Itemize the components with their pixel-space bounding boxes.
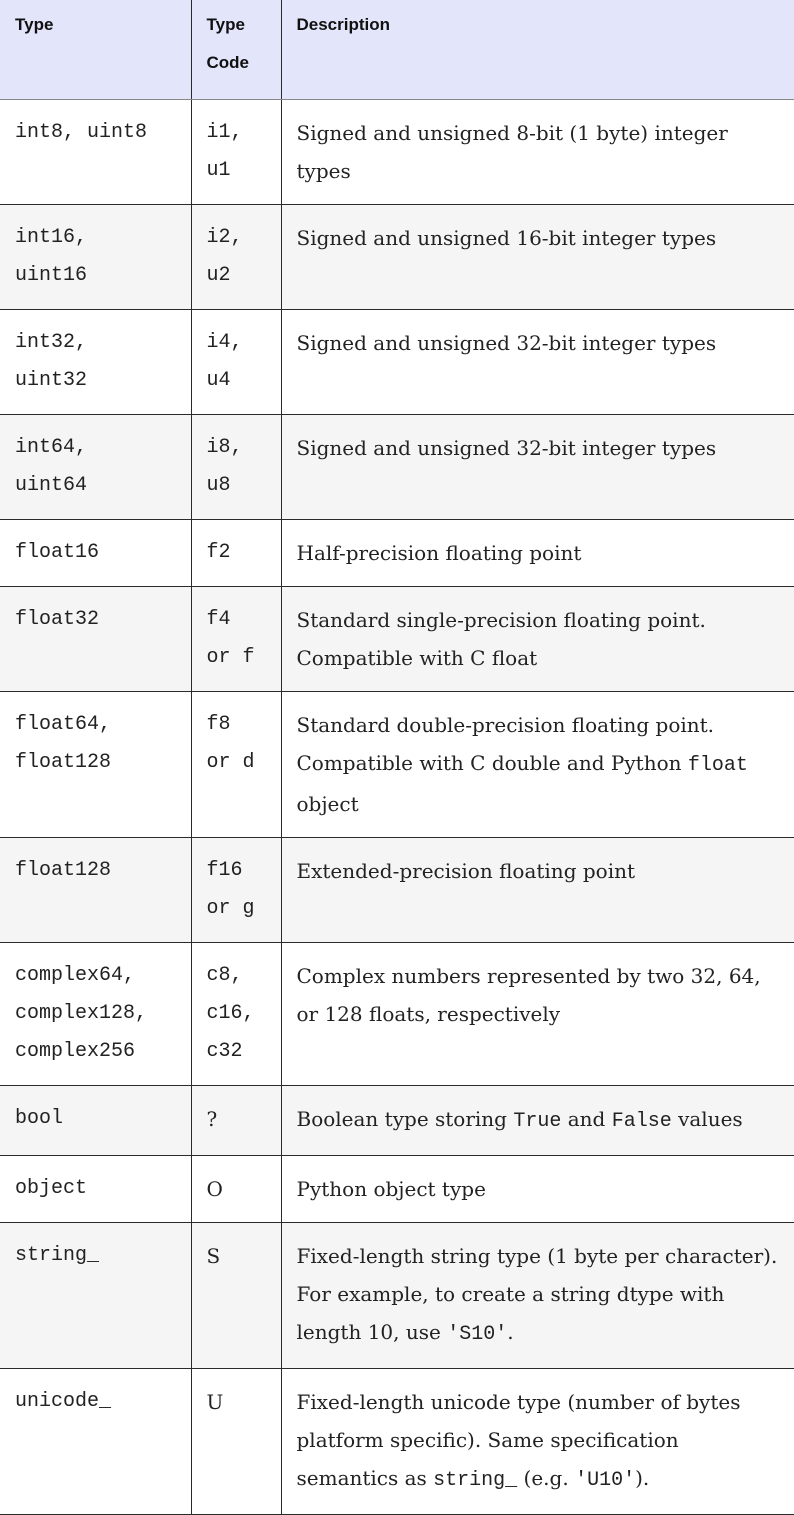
type-code-cell: c8, c16, c32 xyxy=(190,942,281,1085)
table-row: unicode_ U Fixed-length unicode type (numb… xyxy=(0,1368,794,1514)
description-text: Standard double-precision floating point… xyxy=(296,712,715,775)
type-code-cell: f4 or f xyxy=(190,586,281,691)
type-cell: complex64, complex128, complex256 xyxy=(15,963,148,1063)
table-row: float128 f16 or g Extended-precision float… xyxy=(0,837,794,942)
type-cell: int64, uint64 xyxy=(15,435,88,497)
description-cell: Half-precision floating point xyxy=(280,519,794,586)
description-cell: Signed and unsigned 8-bit (1 byte) integ… xyxy=(280,99,794,204)
description-cell: Python object type xyxy=(280,1155,794,1222)
table-row: float32 f4 or f Standard single-precision … xyxy=(0,586,794,691)
type-cell: float16 xyxy=(15,540,100,564)
description-text: Fixed-length unicode type (number of byt… xyxy=(296,1389,741,1490)
description-text: object xyxy=(296,791,359,816)
inline-code: 'U10' xyxy=(575,1468,636,1492)
description-cell: Standard single-precision floating point… xyxy=(280,586,794,691)
description-text: Extended-precision floating point xyxy=(296,858,636,883)
type-code-cell: O xyxy=(190,1155,281,1222)
inline-code: string_ xyxy=(433,1468,518,1492)
type-code-cell: S xyxy=(190,1222,281,1368)
table-row: int16, uint16 i2, u2 Signed and unsigned 1… xyxy=(0,204,794,309)
description-cell: Signed and unsigned 16-bit integer types xyxy=(280,204,794,309)
description-text: ). xyxy=(635,1465,650,1490)
table-row: float16 f2 Half-precision floating point xyxy=(0,519,794,586)
type-code-cell: U xyxy=(190,1368,281,1514)
type-cell: int8, uint8 xyxy=(15,120,148,144)
description-text: . xyxy=(507,1319,514,1344)
type-cell: bool xyxy=(15,1106,64,1130)
header-row: Type Type Code Description xyxy=(0,0,794,100)
type-cell: unicode_ xyxy=(15,1389,112,1413)
type-code-cell: f2 xyxy=(190,519,281,586)
description-cell: Signed and unsigned 32-bit integer types xyxy=(280,309,794,414)
description-text: and xyxy=(561,1106,612,1131)
description-text: Python object type xyxy=(296,1176,486,1201)
type-code-cell: i1, u1 xyxy=(190,99,281,204)
type-cell: string_ xyxy=(15,1243,100,1267)
type-code-cell: f8 or d xyxy=(190,691,281,837)
table-row: int64, uint64 i8, u8 Signed and unsigned 3… xyxy=(0,414,794,519)
description-text: Fixed-length string type (1 byte per cha… xyxy=(296,1243,778,1344)
type-cell: float32 xyxy=(15,607,100,631)
description-text: Signed and unsigned 16-bit integer types xyxy=(296,225,717,250)
type-code-cell: ? xyxy=(190,1085,281,1155)
description-text: Signed and unsigned 32-bit integer types xyxy=(296,435,717,460)
type-cell: object xyxy=(15,1176,88,1200)
table-row: object O Python object type xyxy=(0,1155,794,1222)
description-cell: Complex numbers represented by two 32, 6… xyxy=(280,942,794,1085)
inline-code: True xyxy=(513,1109,562,1133)
type-code-cell: i8, u8 xyxy=(190,414,281,519)
description-text: Signed and unsigned 32-bit integer types xyxy=(296,330,717,355)
inline-code: 'S10' xyxy=(447,1322,508,1346)
table-row: int8, uint8 i1, u1 Signed and unsigned 8-b… xyxy=(0,99,794,204)
header-type-label: Type xyxy=(15,15,54,34)
table-row: float64, float128 f8 or d Standard double-… xyxy=(0,691,794,837)
type-cell: float128 xyxy=(15,858,112,882)
description-text: Boolean type storing xyxy=(296,1106,514,1131)
header-description-label: Description xyxy=(296,15,391,34)
header-type-code-line2: Code xyxy=(206,53,250,72)
table-row: complex64, complex128, complex256 c8, c16… xyxy=(0,942,794,1085)
type-code-cell: f16 or g xyxy=(190,837,281,942)
inline-code: float xyxy=(687,753,748,777)
description-cell: Boolean type storing True and False valu… xyxy=(280,1085,794,1155)
table-body: int8, uint8 i1, u1 Signed and unsigned 8-b… xyxy=(0,99,794,1514)
description-cell: Extended-precision floating point xyxy=(280,837,794,942)
type-cell: int32, uint32 xyxy=(15,330,88,392)
table-row: bool? Boolean type storing True and False… xyxy=(0,1085,794,1155)
type-code-cell: i4, u4 xyxy=(190,309,281,414)
description-cell: Fixed-length string type (1 byte per cha… xyxy=(280,1222,794,1368)
header-type-code-line1: Type xyxy=(206,15,245,34)
description-text: (e.g. xyxy=(517,1465,576,1490)
header-type: Type xyxy=(0,0,191,100)
header-description: Description xyxy=(280,0,794,100)
description-text: Signed and unsigned 8-bit (1 byte) integ… xyxy=(296,120,728,183)
type-cell: int16, uint16 xyxy=(15,225,88,287)
description-cell: Standard double-precision floating point… xyxy=(280,691,794,837)
inline-code: False xyxy=(611,1109,672,1133)
table-row: int32, uint32 i4, u4 Signed and unsigned 3… xyxy=(0,309,794,414)
header-type-code: Type Code xyxy=(190,0,281,100)
table-header: Type Type Code Description xyxy=(0,0,794,100)
description-cell: Fixed-length unicode type (number of byt… xyxy=(280,1368,794,1514)
description-text: values xyxy=(671,1106,743,1131)
description-text: Complex numbers represented by two 32, 6… xyxy=(296,963,761,1026)
description-text: Half-precision floating point xyxy=(296,540,582,565)
description-text: Standard single-precision floating point… xyxy=(296,607,706,670)
description-cell: Signed and unsigned 32-bit integer types xyxy=(280,414,794,519)
type-code-cell: i2, u2 xyxy=(190,204,281,309)
type-cell: float64, float128 xyxy=(15,712,112,774)
table-row: string_ S Fixed-length string type (1 byte… xyxy=(0,1222,794,1368)
